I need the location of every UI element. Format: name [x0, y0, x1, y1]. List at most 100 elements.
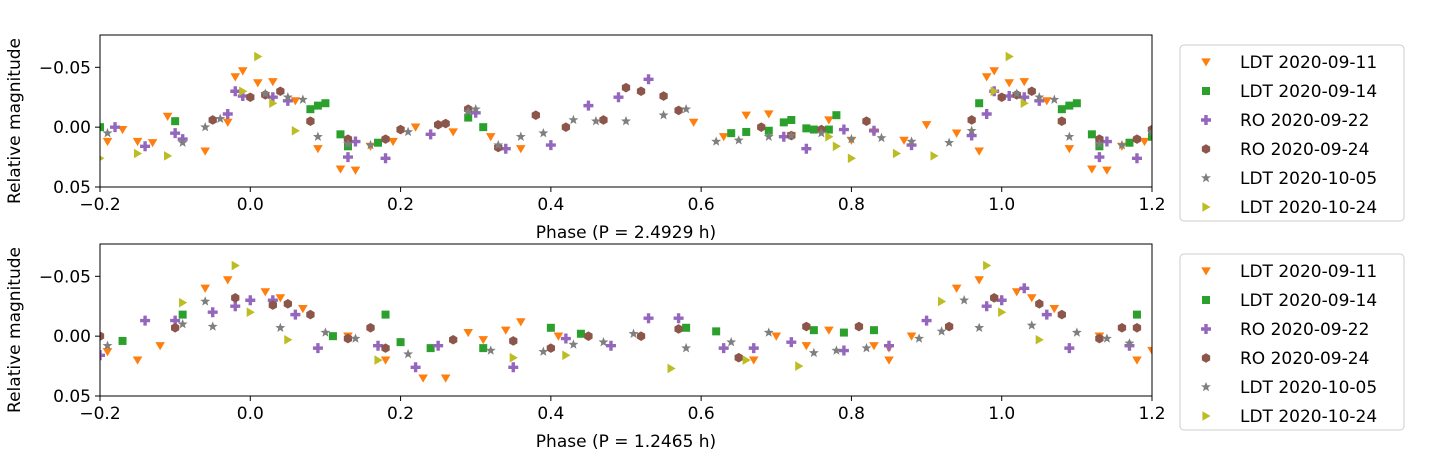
data-point-plus: [838, 124, 849, 135]
legend-label: RO 2020-09-22: [1240, 111, 1369, 131]
data-point-plus: [100, 350, 105, 361]
legend-label: RO 2020-09-24: [1240, 140, 1369, 160]
x-tick-label: 1.0: [988, 404, 1015, 424]
data-point-square: [381, 310, 390, 319]
legend-label: LDT 2020-09-14: [1240, 291, 1377, 311]
data-point-triangle-right: [246, 307, 255, 318]
data-point-square: [802, 124, 811, 133]
data-point-square: [787, 115, 796, 124]
data-point-triangle-right: [847, 153, 856, 164]
data-point-hexagon: [170, 322, 180, 333]
data-point-hexagon: [599, 115, 608, 125]
legend-marker-triangle-down: [1201, 58, 1211, 67]
legend-marker-square: [1202, 87, 1210, 95]
data-point-plus: [673, 313, 684, 324]
data-point-plus: [1094, 152, 1105, 163]
data-point-hexagon: [509, 336, 518, 346]
data-point-star: [568, 114, 579, 125]
data-point-triangle-down: [989, 67, 999, 76]
plot-frame: [99, 34, 1153, 188]
data-point-triangle-down: [200, 147, 210, 156]
data-point-star: [763, 131, 774, 141]
data-point-triangle-down: [974, 147, 984, 156]
x-tick-label: −0.2: [79, 195, 120, 215]
data-point-plus: [786, 337, 797, 348]
data-point-triangle-down: [771, 332, 782, 341]
y-tick-label: −0.05: [39, 267, 91, 287]
data-point-star: [733, 135, 744, 145]
data-point-triangle-right: [825, 131, 834, 142]
legend-marker-star: [1201, 172, 1211, 183]
data-point-star: [470, 104, 481, 114]
data-point-triangle-down: [1049, 305, 1060, 314]
data-point-star: [711, 136, 722, 146]
data-point-plus: [613, 92, 624, 103]
data-point-plus: [981, 301, 992, 312]
legend-marker-triangle-right: [1202, 202, 1211, 212]
data-point-star: [403, 126, 414, 137]
data-point-plus: [1019, 92, 1030, 103]
data-point-star: [944, 137, 955, 147]
data-point-star: [515, 131, 526, 141]
data-point-triangle-down: [1132, 356, 1142, 365]
data-point-hexagon: [381, 343, 390, 353]
data-point-plus: [1101, 136, 1112, 147]
data-point-star: [831, 345, 842, 355]
data-point-triangle-down: [899, 136, 909, 145]
y-tick-label: −0.05: [39, 58, 91, 78]
data-point-star: [621, 115, 631, 126]
data-point-star: [966, 125, 977, 135]
data-point-star: [207, 321, 218, 331]
data-point-star: [1071, 327, 1082, 337]
data-point-hexagon: [1117, 322, 1127, 333]
data-point-triangle-down: [440, 374, 451, 383]
data-point-triangle-down: [951, 129, 962, 138]
data-point-hexagon: [306, 116, 315, 126]
data-point-square: [1072, 99, 1081, 108]
data-point-square: [313, 101, 322, 110]
data-point-triangle-right: [667, 363, 676, 374]
data-point-hexagon: [636, 86, 646, 97]
legend-label: LDT 2020-10-05: [1240, 169, 1377, 189]
data-point-triangle-down: [448, 128, 458, 137]
data-point-star: [1064, 131, 1075, 141]
data-point-star: [200, 121, 211, 132]
data-point-star: [343, 138, 353, 149]
legend-label: LDT 2020-09-11: [1240, 53, 1377, 73]
data-point-star: [591, 115, 601, 126]
data-point-hexagon: [306, 309, 315, 320]
data-point-triangle-down: [869, 342, 879, 351]
data-point-star: [681, 342, 692, 353]
data-point-plus: [350, 136, 361, 147]
legend-label: LDT 2020-09-14: [1240, 82, 1377, 102]
data-point-hexagon: [967, 115, 976, 125]
data-point-star: [681, 104, 692, 114]
data-point-triangle-down: [275, 294, 286, 303]
points-group: [100, 260, 1152, 383]
data-point-triangle-down: [921, 121, 932, 130]
data-point-star: [816, 127, 827, 138]
data-point-triangle-down: [230, 73, 241, 82]
data-point-square: [396, 338, 405, 347]
data-point-star: [177, 137, 188, 147]
data-point-plus: [778, 131, 789, 142]
legend-label: LDT 2020-10-24: [1240, 198, 1377, 218]
legend-marker-square: [1202, 296, 1210, 304]
data-point-triangle-right: [291, 125, 300, 136]
data-point-triangle-down: [313, 145, 323, 154]
data-point-square: [464, 113, 473, 122]
x-tick-label: 0.8: [838, 404, 865, 424]
data-point-hexagon: [100, 331, 105, 341]
data-point-square: [336, 130, 345, 139]
data-point-triangle-right: [239, 86, 248, 97]
data-point-plus: [921, 315, 932, 326]
x-tick-label: −0.2: [79, 404, 120, 424]
data-point-plus: [110, 122, 121, 133]
data-point-star: [786, 130, 797, 140]
data-point-triangle-down: [260, 288, 271, 297]
data-point-hexagon: [944, 321, 954, 332]
data-point-hexagon: [208, 115, 217, 125]
data-point-triangle-down: [253, 79, 263, 88]
data-point-triangle-right: [231, 260, 240, 271]
data-point-triangle-down: [516, 318, 526, 327]
